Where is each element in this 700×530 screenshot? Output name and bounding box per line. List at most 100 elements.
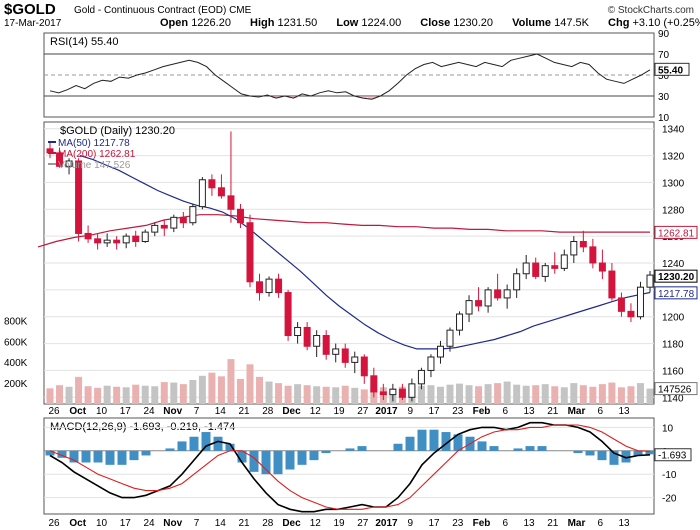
ma200-value-label: 1262.81 bbox=[658, 228, 695, 239]
volume-bar bbox=[246, 364, 254, 404]
candle-down bbox=[475, 300, 483, 307]
volume-bar bbox=[579, 385, 587, 404]
volume-bar bbox=[265, 381, 273, 404]
candle-down bbox=[341, 348, 349, 363]
volume-bar bbox=[551, 386, 559, 404]
macd-line bbox=[49, 421, 651, 513]
rsi-oversold-fill bbox=[289, 96, 298, 99]
volume-axis: 800K 600K 400K 200K 147526 bbox=[4, 316, 698, 396]
candle-up bbox=[189, 206, 197, 224]
candle-up bbox=[570, 241, 578, 256]
volume-bar bbox=[170, 382, 178, 404]
rsi-oversold-fill bbox=[272, 96, 281, 99]
macd-histogram-bar bbox=[225, 443, 235, 451]
macd-histogram-bar bbox=[429, 429, 439, 451]
rsi-tick-label: 70 bbox=[658, 50, 670, 61]
candle-down bbox=[322, 335, 330, 355]
macd-histogram-bar bbox=[57, 450, 67, 458]
date-tick-label: 13 bbox=[618, 406, 630, 417]
date-tick-label: 21 bbox=[547, 406, 559, 417]
date-tick-label: 12 bbox=[310, 406, 322, 417]
legend-entry: MA(200) 1262.81 bbox=[58, 149, 136, 160]
volume-bar bbox=[313, 386, 321, 404]
volume-bar bbox=[179, 384, 187, 404]
volume-bar bbox=[84, 386, 92, 404]
candle-up bbox=[436, 345, 444, 358]
volume-bar bbox=[560, 387, 568, 404]
volume-bar bbox=[103, 385, 111, 404]
date-axis-top: 26 Oct 10 17 24 Nov 7 14 21 28 Dec 12 19 27 2017 9 17 23 F… bbox=[48, 406, 630, 417]
volume-bar bbox=[75, 376, 83, 404]
volume-bar bbox=[198, 375, 206, 404]
rsi-layer: 90 70 50 30 10 55.40 bbox=[44, 29, 690, 124]
volume-tick-label: 600K bbox=[4, 337, 28, 348]
volume-bar bbox=[284, 385, 292, 404]
instrument-name: Gold - Continuous Contract (EOD) CME bbox=[74, 5, 251, 16]
candle-down bbox=[379, 391, 387, 396]
macd-histogram-bar bbox=[69, 450, 79, 463]
volume-bar bbox=[332, 387, 340, 404]
volume-bar bbox=[236, 378, 244, 404]
candle-down bbox=[598, 262, 606, 272]
date-tick-label: Nov bbox=[163, 406, 182, 417]
candle-up bbox=[484, 289, 492, 307]
price-grid bbox=[44, 128, 654, 398]
macd-histogram-bar bbox=[117, 450, 127, 465]
candle-down bbox=[370, 375, 378, 393]
date-tick-label: 17 bbox=[120, 518, 132, 529]
date-tick-label: 12 bbox=[310, 518, 322, 529]
macd-histogram-bar bbox=[297, 450, 307, 465]
macd-histogram-bar bbox=[81, 450, 91, 463]
rsi-tick-label: 90 bbox=[658, 29, 670, 40]
candle-down bbox=[56, 152, 64, 167]
price-tick-label: 1320 bbox=[662, 152, 685, 163]
macd-histogram-bar bbox=[177, 441, 187, 451]
rsi-oversold-fill bbox=[359, 96, 368, 99]
macd-histogram-bar bbox=[261, 450, 271, 475]
macd-histogram-bar bbox=[417, 429, 427, 451]
date-tick-label: 27 bbox=[357, 406, 369, 417]
close-label: Close bbox=[420, 17, 451, 29]
candle-up bbox=[427, 356, 435, 371]
date-tick-label: 17 bbox=[428, 518, 440, 529]
date-tick-label: 17 bbox=[428, 406, 440, 417]
candle-down bbox=[551, 265, 559, 269]
rsi-last-value: 55.40 bbox=[658, 65, 683, 76]
volume-bar bbox=[256, 376, 264, 404]
date-tick-label: 13 bbox=[523, 518, 535, 529]
candle-up bbox=[122, 235, 130, 244]
candle-down bbox=[227, 195, 235, 210]
date-tick-label: 13 bbox=[523, 406, 535, 417]
price-layer bbox=[37, 131, 654, 402]
macd-histogram-bar bbox=[453, 434, 463, 451]
candle-up bbox=[408, 383, 416, 398]
volume-bar bbox=[132, 384, 140, 404]
candle-up bbox=[265, 278, 273, 294]
macd-histogram-bar bbox=[621, 450, 631, 463]
date-tick-label: 6 bbox=[597, 518, 603, 529]
rsi-tick-label: 10 bbox=[658, 113, 670, 124]
date-tick-label: Dec bbox=[282, 406, 301, 417]
date-tick-label: Mar bbox=[568, 406, 586, 417]
volume-value-label: 147526 bbox=[658, 385, 692, 396]
candle-down bbox=[94, 238, 102, 244]
macd-histogram-bar bbox=[345, 448, 355, 451]
candle-down bbox=[360, 356, 368, 377]
date-tick-label: 27 bbox=[357, 518, 369, 529]
macd-histogram-bar bbox=[201, 432, 211, 451]
macd-histogram-bar bbox=[321, 450, 331, 454]
candle-up bbox=[141, 231, 149, 243]
date-tick-label: 26 bbox=[48, 406, 60, 417]
macd-histogram-bar bbox=[537, 446, 547, 451]
volume-value-box bbox=[654, 382, 698, 396]
date-tick-label: 19 bbox=[333, 406, 345, 417]
volume-bar bbox=[341, 385, 349, 404]
candle-down bbox=[627, 310, 635, 318]
candle-down bbox=[84, 232, 92, 240]
legend-entry: MA(50) 1217.78 bbox=[58, 138, 130, 149]
low-value: 1224.00 bbox=[361, 17, 402, 29]
rsi-label: RSI(14) 55.40 bbox=[50, 36, 118, 48]
date-tick-label: 24 bbox=[143, 406, 155, 417]
candle-down bbox=[217, 187, 225, 197]
volume-bar bbox=[113, 386, 121, 404]
